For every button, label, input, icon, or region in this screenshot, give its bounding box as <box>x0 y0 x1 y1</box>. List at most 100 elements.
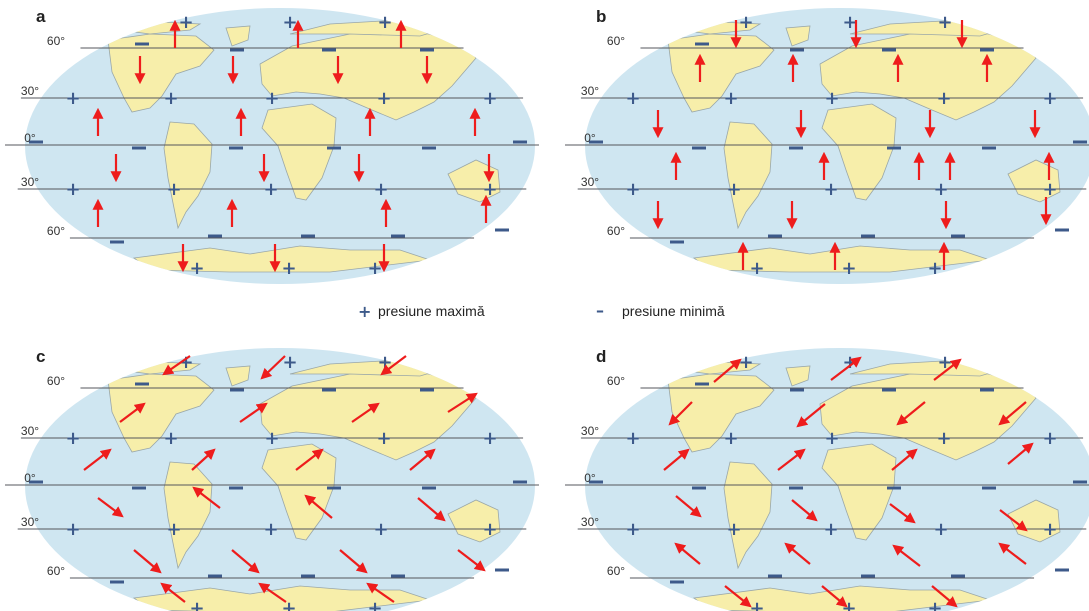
high-pressure-symbol: + <box>282 352 297 373</box>
wind-arrow <box>796 403 826 428</box>
wind-arrow <box>162 355 191 376</box>
wind-arrow <box>380 355 407 376</box>
latitude-label-2: 0° <box>584 131 596 145</box>
high-pressure-symbol: + <box>65 179 80 200</box>
high-pressure-symbol: + <box>1042 179 1057 200</box>
wind-arrow <box>295 448 324 471</box>
latitude-label-1: 30° <box>581 424 599 438</box>
low-pressure-symbol <box>670 580 684 584</box>
latitude-label-0: 60° <box>47 374 65 388</box>
low-pressure-symbol <box>420 388 434 392</box>
latitude-label-0: 60° <box>47 34 65 48</box>
high-pressure-symbol: + <box>824 428 839 449</box>
low-pressure-symbol <box>789 486 803 490</box>
low-pressure-symbol <box>768 234 782 238</box>
high-pressure-symbol: + <box>738 12 753 33</box>
low-pressure-symbol <box>229 486 243 490</box>
wind-arrow <box>891 448 918 471</box>
wind-arrow <box>998 542 1027 565</box>
high-pressure-symbol: + <box>376 88 391 109</box>
wind-arrow <box>83 448 112 471</box>
low-pressure-symbol <box>301 234 315 238</box>
wind-arrow <box>674 542 701 565</box>
low-pressure-symbol <box>692 486 706 490</box>
high-pressure-symbol: + <box>65 428 80 449</box>
high-pressure-symbol: + <box>933 519 948 540</box>
low-pressure-symbol <box>887 146 901 150</box>
low-pressure-symbol <box>1055 228 1069 232</box>
latitude-label-0: 60° <box>607 374 625 388</box>
wind-arrow <box>663 448 690 471</box>
low-pressure-symbol <box>391 574 405 578</box>
wind-arrow <box>409 448 436 471</box>
wind-arrow <box>724 585 752 608</box>
low-pressure-symbol <box>135 42 149 46</box>
wind-arrow <box>999 509 1028 532</box>
high-pressure-symbol: + <box>927 258 942 279</box>
high-pressure-symbol: + <box>377 352 392 373</box>
high-pressure-symbol: + <box>482 179 497 200</box>
continent-6 <box>692 245 991 273</box>
high-pressure-symbol: + <box>376 428 391 449</box>
low-pressure-symbol <box>327 146 341 150</box>
wind-arrow <box>933 358 962 381</box>
low-pressure-symbol <box>951 234 965 238</box>
continent-4 <box>261 103 337 201</box>
latitude-label-3: 30° <box>21 175 39 189</box>
low-pressure-symbol <box>1073 140 1087 144</box>
low-pressure-symbol <box>230 48 244 52</box>
high-pressure-symbol: + <box>726 179 741 200</box>
low-pressure-symbol <box>422 486 436 490</box>
legend-plus-label: presiune maximă <box>378 303 485 319</box>
wind-arrow <box>713 358 742 383</box>
low-pressure-symbol <box>861 234 875 238</box>
continent-0 <box>667 373 775 453</box>
low-pressure-symbol <box>495 228 509 232</box>
wind-arrow <box>1007 442 1034 465</box>
low-pressure-symbol <box>208 574 222 578</box>
high-pressure-symbol: + <box>65 88 80 109</box>
low-pressure-symbol <box>692 146 706 150</box>
latitude-label-1: 30° <box>21 84 39 98</box>
high-pressure-symbol: + <box>937 352 952 373</box>
latitude-label-4: 60° <box>607 564 625 578</box>
low-pressure-symbol <box>790 48 804 52</box>
wind-arrow <box>784 542 811 565</box>
wind-arrow <box>457 549 486 572</box>
high-pressure-symbol: + <box>178 12 193 33</box>
high-pressure-symbol: + <box>377 12 392 33</box>
map-panel-c: 60°30°0°30°60°+ + ++ + + + ++ + + + ++ + +c <box>5 347 539 611</box>
low-pressure-symbol <box>513 140 527 144</box>
high-pressure-symbol: + <box>65 519 80 540</box>
wind-arrow <box>191 448 216 471</box>
wind-arrow <box>777 448 806 471</box>
low-pressure-symbol <box>768 574 782 578</box>
high-pressure-symbol: + <box>823 179 838 200</box>
low-pressure-symbol <box>513 480 527 484</box>
wind-arrow <box>675 495 702 518</box>
high-pressure-symbol: + <box>726 519 741 540</box>
continent-2 <box>723 461 773 570</box>
latitude-label-2: 0° <box>24 131 36 145</box>
continent-1 <box>785 25 811 47</box>
wind-arrow <box>192 486 221 509</box>
panel-label-d: d <box>596 347 606 366</box>
latitude-label-1: 30° <box>21 424 39 438</box>
continent-5 <box>1007 159 1061 203</box>
low-pressure-symbol <box>980 388 994 392</box>
high-pressure-symbol: + <box>367 598 382 611</box>
high-pressure-symbol: + <box>933 179 948 200</box>
latitude-label-4: 60° <box>607 224 625 238</box>
high-pressure-symbol: + <box>738 352 753 373</box>
low-pressure-symbol <box>861 574 875 578</box>
low-pressure-symbol <box>132 486 146 490</box>
low-pressure-symbol <box>420 48 434 52</box>
high-pressure-symbol: + <box>281 258 296 279</box>
wind-arrow <box>160 582 186 603</box>
low-pressure-symbol <box>695 42 709 46</box>
continent-4 <box>821 103 897 201</box>
high-pressure-symbol: + <box>166 519 181 540</box>
high-pressure-symbol: + <box>936 428 951 449</box>
low-pressure-symbol <box>1073 480 1087 484</box>
